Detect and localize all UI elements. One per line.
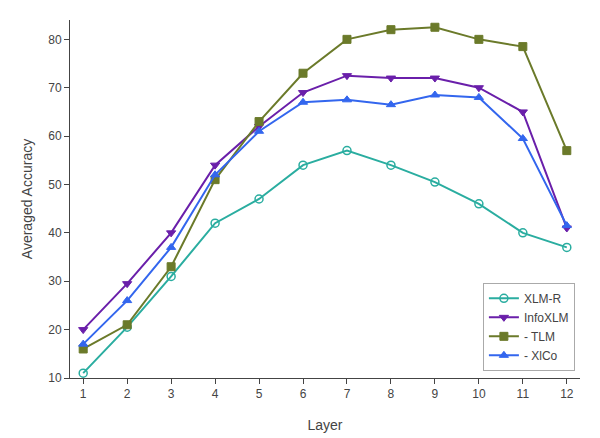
- svg-text:4: 4: [212, 387, 219, 401]
- svg-text:60: 60: [48, 129, 62, 143]
- svg-text:8: 8: [388, 387, 395, 401]
- svg-text:80: 80: [48, 33, 62, 47]
- svg-text:- XlCo: - XlCo: [524, 349, 558, 363]
- svg-text:12: 12: [560, 387, 574, 401]
- svg-text:5: 5: [256, 387, 263, 401]
- svg-text:- TLM: - TLM: [524, 330, 555, 344]
- svg-text:6: 6: [300, 387, 307, 401]
- svg-text:7: 7: [344, 387, 351, 401]
- svg-text:30: 30: [48, 274, 62, 288]
- svg-text:11: 11: [517, 387, 530, 401]
- svg-text:Layer: Layer: [307, 417, 342, 433]
- svg-text:XLM-R: XLM-R: [524, 292, 562, 306]
- svg-text:9: 9: [432, 387, 439, 401]
- svg-text:40: 40: [48, 226, 62, 240]
- svg-text:20: 20: [48, 323, 62, 337]
- svg-text:Averaged Accuracy: Averaged Accuracy: [19, 139, 35, 259]
- svg-text:10: 10: [472, 387, 486, 401]
- svg-text:1: 1: [80, 387, 87, 401]
- svg-text:70: 70: [48, 81, 62, 95]
- svg-text:2: 2: [124, 387, 131, 401]
- svg-text:InfoXLM: InfoXLM: [524, 311, 569, 325]
- svg-text:50: 50: [48, 178, 62, 192]
- svg-text:3: 3: [168, 387, 175, 401]
- svg-text:10: 10: [48, 371, 62, 385]
